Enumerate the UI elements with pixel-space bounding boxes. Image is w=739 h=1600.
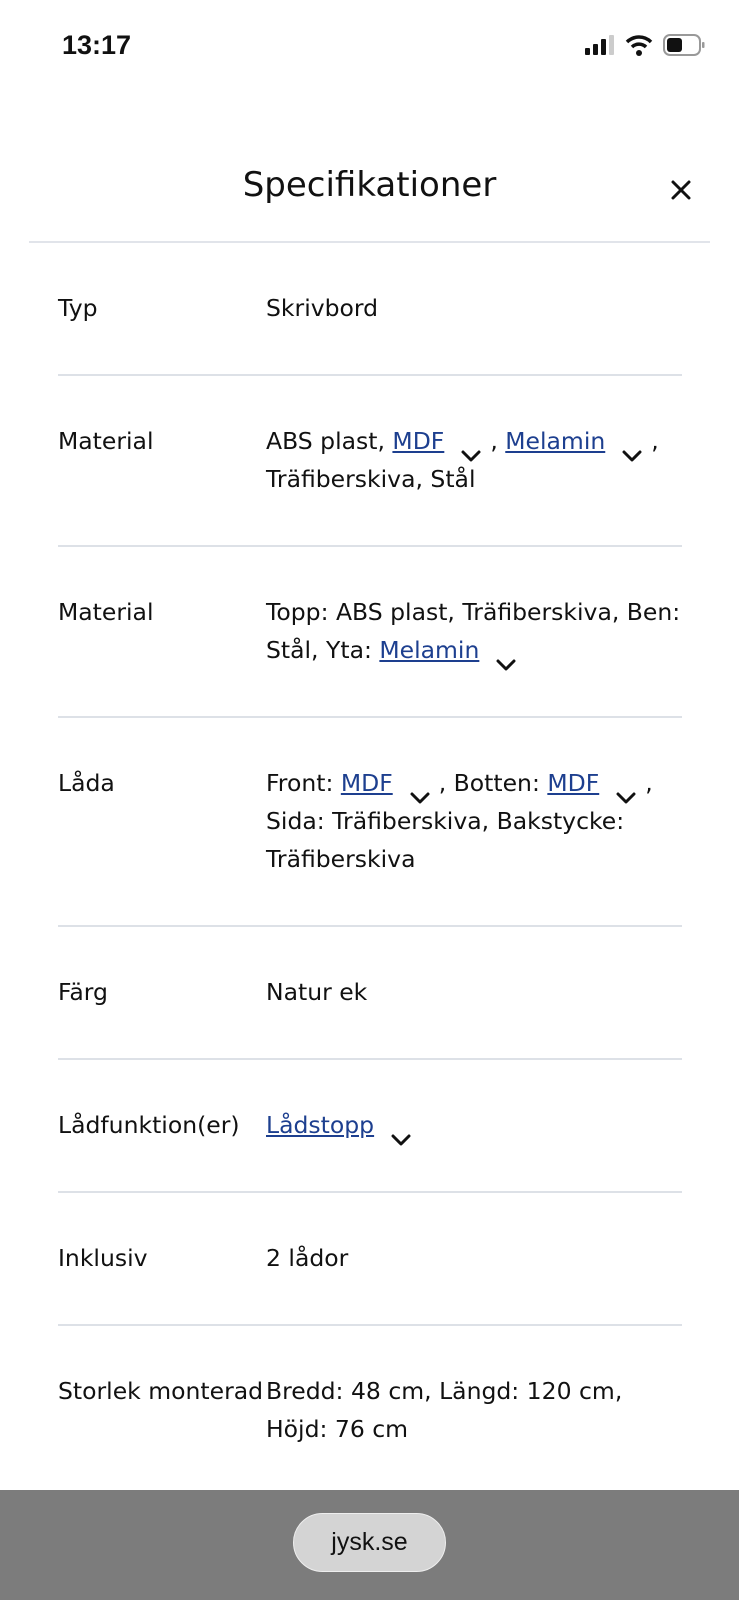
chevron-down-icon[interactable]: [390, 1120, 412, 1145]
spec-label: Material: [58, 598, 154, 626]
spec-text: ,: [490, 427, 506, 455]
spec-text: Skrivbord: [266, 294, 379, 322]
chevron-down-icon[interactable]: [621, 436, 643, 461]
spec-link[interactable]: Melamin: [505, 427, 606, 455]
spec-label: Låda: [58, 769, 115, 797]
spec-label: Material: [58, 427, 154, 455]
spec-label: Inklusiv: [58, 1244, 148, 1272]
close-icon[interactable]: [667, 176, 695, 204]
spec-value: Skrivbord: [266, 289, 682, 327]
chevron-down-icon[interactable]: [409, 778, 431, 803]
spec-label: Typ: [58, 294, 98, 322]
spec-label: Storlek monte­rad: [58, 1377, 264, 1405]
spec-value: 2 lådor: [266, 1239, 682, 1277]
spec-text: Bredd: 48 cm, Längd: 120 cm, Höjd: 76 cm: [266, 1377, 623, 1443]
spec-list: Typ Skrivbord Material ABS plast, MDF, Mela…: [58, 243, 682, 1497]
spec-value: ABS plast, MDF, Melamin, Träfiberskiva, …: [266, 422, 682, 498]
spec-row: Typ Skrivbord: [58, 243, 682, 376]
spec-text: ABS plast,: [266, 427, 393, 455]
spec-link[interactable]: Lådstopp: [266, 1111, 375, 1139]
spec-value: Topp: ABS plast, Träfiberskiva, Ben: Stå…: [266, 593, 682, 670]
spec-text: Natur ek: [266, 978, 368, 1006]
spec-row: Material ABS plast, MDF, Melamin, Träfibe…: [58, 376, 682, 547]
spec-link[interactable]: Melamin: [379, 636, 480, 664]
spec-value: Natur ek: [266, 973, 682, 1011]
status-time: 13:17: [62, 30, 132, 60]
url-pill[interactable]: jysk.se: [293, 1513, 446, 1572]
chevron-down-icon[interactable]: [460, 436, 482, 461]
spec-link[interactable]: MDF: [547, 769, 600, 797]
chevron-down-icon[interactable]: [495, 645, 517, 670]
spec-text: 2 lådor: [266, 1244, 349, 1272]
spec-row: Inklusiv 2 lådor: [58, 1193, 682, 1326]
spec-text: Front:: [266, 769, 341, 797]
spec-link[interactable]: MDF: [340, 769, 393, 797]
spec-link[interactable]: MDF: [392, 427, 445, 455]
spec-text: , Träfiberskiva, Stål: [266, 427, 659, 493]
spec-row: Låda Front: MDF, Botten: MDF, Sida: Träfi…: [58, 718, 682, 927]
battery-icon: [663, 34, 705, 56]
status-bar: 13:17: [0, 0, 739, 95]
wifi-icon: [625, 35, 653, 56]
spec-text: Topp: ABS plast, Träfiberskiva, Ben: Stå…: [266, 598, 681, 664]
signal-icon: [585, 35, 614, 55]
spec-value: Front: MDF, Botten: MDF, Sida: Träfibers…: [266, 764, 682, 878]
spec-text: , Sida: Träfiberskiva, Bakstycke: Träfib…: [266, 769, 653, 873]
spec-row: Färg Natur ek: [58, 927, 682, 1060]
spec-row: Storlek monte­rad Bredd: 48 cm, Längd: 12…: [58, 1326, 682, 1497]
page-title: Specifikationer: [242, 165, 497, 205]
header-divider: [29, 241, 710, 243]
spec-value: Lådstopp: [266, 1106, 682, 1145]
spec-row: Material Topp: ABS plast, Träfiberskiva, …: [58, 547, 682, 718]
spec-label: Färg: [58, 978, 108, 1006]
spec-label: Lådfunktion(er): [58, 1111, 240, 1139]
spec-row: Lådfunktion(er) Lådstopp: [58, 1060, 682, 1193]
spec-text: , Botten:: [438, 769, 548, 797]
spec-value: Bredd: 48 cm, Längd: 120 cm, Höjd: 76 cm: [266, 1372, 682, 1448]
chevron-down-icon[interactable]: [615, 778, 637, 803]
